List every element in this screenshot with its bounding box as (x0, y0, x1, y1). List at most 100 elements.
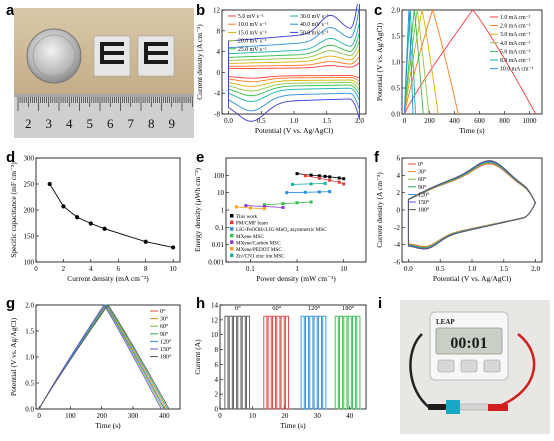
electrode-right (137, 35, 175, 77)
x-tick-label: 1 (295, 265, 299, 273)
chart-g-gcd-bending-angles: 0 100 200 300 400 0.0 0.5 1.0 1.5 2.0 Time (s) Pote… (9, 302, 181, 430)
x-tick-label: 1.0 (290, 117, 299, 125)
plot-frame (35, 157, 181, 263)
ragone-point (248, 206, 252, 210)
legend-swatch (230, 247, 234, 251)
y-tick-label: 12 (211, 316, 219, 324)
x-tick-label: 2.0 (531, 265, 540, 273)
digital-timer: LEAP 00:01 (429, 311, 509, 381)
y-axis-label: Current density (A cm⁻³) (195, 24, 204, 100)
y-tick-label: 0.5 (25, 380, 34, 388)
y-tick-label: 0.0 (391, 111, 400, 119)
ragone-line-7 (292, 183, 326, 185)
x-tick-label: 0.1 (246, 265, 255, 273)
y-tick-label: 150 (24, 233, 35, 241)
cv-curve-1 (228, 61, 360, 79)
ragone-point (317, 190, 321, 194)
capacitance-point (102, 226, 107, 231)
legend-entry: 5.0 mV s⁻¹ (238, 14, 264, 20)
ruler-number: 2 (25, 116, 32, 131)
ragone-point (262, 203, 266, 207)
y-tick-label: -4 (394, 241, 400, 249)
x-axis-label: Time (s) (459, 126, 485, 135)
legend-entry: PM/CMF foam (236, 220, 268, 227)
panel-label-d: d (6, 149, 16, 166)
ruler-number: 9 (169, 116, 176, 131)
ragone-point (337, 180, 341, 184)
y-tick-label: 6 (397, 155, 401, 163)
gcd-bend-curve-4 (38, 304, 168, 410)
ragone-line-4 (264, 201, 312, 206)
x-tick-label: 40 (346, 412, 354, 420)
x-tick-label: 0 (403, 117, 407, 125)
panel-label-i: i (378, 295, 383, 312)
x-tick-label: 600 (474, 117, 485, 125)
cv-curve-3 (228, 48, 360, 88)
legend-entry: 180° (418, 207, 430, 214)
ragone-point (342, 182, 346, 186)
legend-entry: Zn//CN1 zinc ion MSC (236, 254, 285, 260)
legend-entry: 20.0 mV s⁻¹ (238, 39, 267, 45)
legend-entry: 8.0 mA cm⁻² (500, 58, 531, 64)
x-tick-label: 200 (424, 117, 435, 125)
photo-i-svg: LEAP 00:01 (400, 300, 550, 434)
x-tick-label: 0 (37, 412, 41, 420)
x-tick-label: 400 (159, 412, 170, 420)
ragone-point (309, 173, 313, 177)
legend-entry: 4.0 mA cm⁻² (500, 41, 531, 47)
x-tick-label: 800 (499, 117, 510, 125)
panel-label-h: h (196, 295, 206, 312)
y-tick-label: 4 (217, 48, 221, 56)
y-tick-label: 0.01 (212, 241, 225, 249)
x-tick-label: 0.0 (404, 265, 413, 273)
legend-swatch (230, 240, 234, 244)
panel-label-b: b (196, 2, 206, 19)
y-tick-label: 8 (217, 27, 221, 35)
y-tick-label: 10 (217, 189, 225, 197)
legend-entry: LIG-FeOOH//LIG-MnO₂ asymmetric MSC (236, 227, 327, 233)
y-tick-label: 0.0 (25, 406, 34, 414)
legend-entry: This work (236, 214, 258, 220)
ruler-number: 6 (107, 116, 114, 131)
x-tick-label: 1.5 (322, 117, 331, 125)
legend-entry: 150° (418, 199, 430, 206)
capacitance-point (75, 215, 80, 220)
legend-entry: 60° (418, 176, 427, 183)
y-axis-label: Current density (A cm⁻³) (375, 172, 384, 248)
x-tick-label: 20 (281, 412, 289, 420)
group-annotation: 180° (342, 305, 355, 312)
ragone-point (337, 176, 341, 180)
ragone-point (317, 174, 321, 178)
legend-entry: 30° (160, 316, 169, 323)
x-tick-label: 10 (340, 265, 348, 273)
x-axis-label: Power density (mW cm⁻²) (256, 274, 336, 283)
legend-swatch (230, 233, 234, 238)
chart-c-gcd-current-densities: 0 200 400 600 800 1000 0.0 0.5 1.0 1.5 2.0 Time (s)… (375, 7, 543, 135)
y-tick-label: 0 (217, 69, 221, 77)
ruler-number: 4 (66, 116, 73, 131)
gcd-bend-curve-5 (38, 304, 165, 410)
y-tick-label: 300 (24, 155, 35, 163)
y-tick-label: -2 (394, 224, 400, 232)
legend-swatch (230, 220, 234, 225)
capacitance-point (61, 204, 66, 209)
y-axis-label: Specific capacitance (mF cm⁻²) (9, 162, 18, 258)
current-pulses-3 (300, 315, 328, 410)
capacitance-point (171, 245, 176, 250)
current-pulses-1 (224, 315, 251, 410)
capacitance-point (88, 221, 93, 226)
y-tick-label: 2.0 (25, 302, 34, 310)
gcd-bend-curve-7 (38, 304, 170, 410)
ragone-line-3 (286, 191, 330, 194)
photo-timer-demo: LEAP 00:01 (400, 300, 550, 434)
ragone-point (323, 181, 327, 185)
ragone-point (281, 205, 285, 209)
ragone-point (342, 177, 346, 181)
y-tick-label: 1.5 (391, 33, 400, 41)
ragone-point (295, 201, 299, 205)
ragone-point (281, 202, 285, 206)
electrode-left (93, 35, 131, 77)
legend-entry: 0° (418, 161, 424, 168)
x-axis-label: Potential (V vs. Ag/AgCl) (255, 126, 334, 135)
y-tick-label: -8 (214, 111, 220, 119)
